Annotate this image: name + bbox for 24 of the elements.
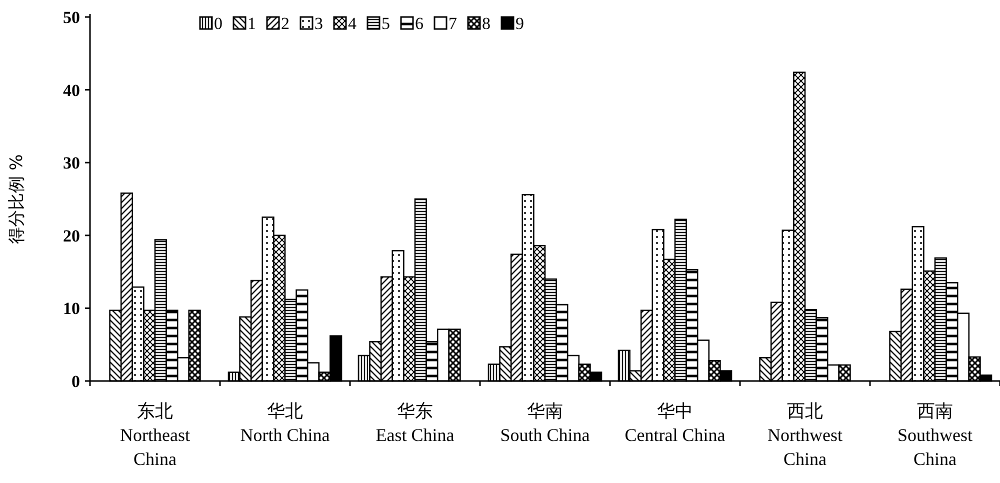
legend-label: 9 xyxy=(516,14,524,33)
legend-label: 7 xyxy=(448,14,458,33)
x-tick-label: 华东 East China xyxy=(376,401,454,445)
x-tick-label: 华中 Central China xyxy=(624,401,726,445)
x-tick-label: 西南 Southwest China xyxy=(897,401,973,469)
legend-label: 3 xyxy=(314,14,323,33)
legend-label: 8 xyxy=(482,14,490,33)
y-tick-label: 40 xyxy=(63,80,80,100)
legend-label: 4 xyxy=(348,14,357,33)
legend-label: 2 xyxy=(281,14,290,33)
y-tick-label: 10 xyxy=(63,299,80,318)
y-tick-label: 30 xyxy=(63,154,80,173)
legend-label: 0 xyxy=(214,14,222,33)
legend-label: 5 xyxy=(382,14,390,33)
legend-label: 6 xyxy=(415,14,424,33)
x-tick-label: 华北 North China xyxy=(240,401,330,445)
y-tick-label: 0 xyxy=(72,372,80,391)
y-axis-title: 得分比例 % xyxy=(7,154,27,244)
x-tick-label: 华南 South China xyxy=(500,401,590,445)
x-tick-label: 东北 Northeast China xyxy=(120,401,190,469)
x-tick-label: 西北 Northwest China xyxy=(768,401,842,469)
legend-label: 1 xyxy=(248,14,256,33)
y-tick-label: 50 xyxy=(63,8,80,27)
y-tick-label: 20 xyxy=(63,226,80,246)
